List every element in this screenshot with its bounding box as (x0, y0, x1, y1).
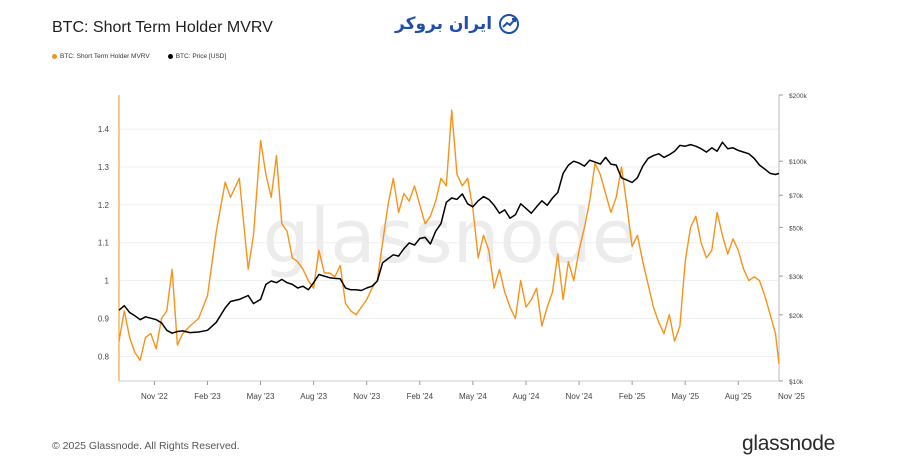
legend-swatch-price (167, 54, 173, 59)
glassnode-wordmark: glassnode (742, 432, 836, 455)
x-tick-label: Nov '24 (566, 392, 593, 401)
chart-watermark: glassnode (263, 194, 638, 280)
right-tick-label: $20k (789, 313, 804, 320)
brand-logo-text: ایران بروکر (395, 14, 493, 34)
right-tick-label: $50k (789, 225, 804, 232)
right-tick-label: $100k (789, 159, 807, 166)
x-axis-ticks: Nov '22 Feb '23 May '23 Aug '23 Nov '23 Feb '… (141, 381, 805, 401)
copyright-text: © 2025 Glassnode. All Rights Reserved. (52, 440, 240, 452)
brand-logo: ایران بروکر (395, 13, 520, 35)
price-series-line (118, 141, 780, 334)
x-tick-label: Aug '25 (725, 392, 752, 401)
right-tick-label: $30k (789, 274, 804, 281)
x-tick-label: May '25 (671, 392, 699, 401)
mvrv-series-line (118, 109, 780, 365)
chart-title: BTC: Short Term Holder MVRV (52, 19, 273, 36)
left-tick-label: 1.1 (98, 239, 110, 248)
left-tick-label: 0.8 (98, 352, 110, 361)
chart-legend: BTC: Short Term Holder MVRV BTC: Price [… (52, 53, 226, 60)
right-tick-label: $10k (789, 379, 804, 386)
left-tick-label: 1 (105, 277, 110, 286)
x-tick-label: Feb '23 (194, 392, 221, 401)
x-tick-label: Aug '24 (513, 392, 540, 401)
x-tick-label: Aug '23 (300, 392, 327, 401)
x-tick-label: May '23 (247, 392, 275, 401)
left-tick-label: 1.2 (98, 201, 110, 210)
x-tick-label: Feb '25 (619, 392, 646, 401)
right-axis-ticks: $10k $20k $30k $50k $70k $100k $200k (779, 93, 807, 386)
left-tick-label: 0.9 (98, 314, 110, 323)
legend-item-price[interactable]: BTC: Price [USD] (167, 53, 227, 60)
trend-chart-icon (499, 14, 520, 34)
x-tick-label: Nov '22 (141, 392, 168, 401)
left-tick-label: 1.3 (98, 163, 110, 172)
x-tick-label: Nov '25 (778, 392, 805, 401)
left-tick-label: 1.4 (98, 125, 110, 134)
legend-swatch-mvrv (52, 54, 57, 59)
x-tick-label: Nov '23 (353, 392, 380, 401)
legend-label-mvrv: BTC: Short Term Holder MVRV (60, 53, 150, 60)
x-tick-label: Feb '24 (407, 392, 434, 401)
x-tick-label: May '24 (459, 392, 487, 401)
right-tick-label: $70k (789, 193, 804, 200)
legend-label-price: BTC: Price [USD] (175, 53, 227, 60)
grid-lines (119, 128, 779, 357)
legend-item-mvrv[interactable]: BTC: Short Term Holder MVRV (52, 53, 150, 60)
left-axis-ticks: 0.8 0.9 1 1.1 1.2 1.3 1.4 (98, 125, 110, 361)
right-tick-label: $200k (789, 93, 807, 100)
